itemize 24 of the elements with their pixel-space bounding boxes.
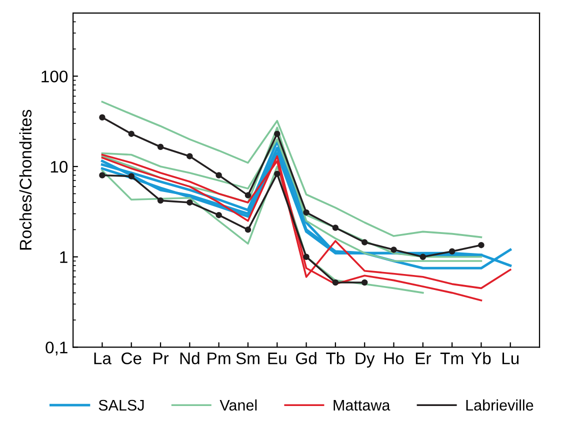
x-tick-label: La <box>94 352 112 364</box>
x-tick-label: Ho <box>384 352 404 364</box>
legend-label: Labrieville <box>466 399 534 411</box>
y-tick-label: 0,1 <box>46 342 68 356</box>
x-tick-label: Tm <box>440 352 463 364</box>
y-axis-title: Roches/Chondrites <box>19 110 32 250</box>
x-tick-label: Dy <box>356 352 375 368</box>
x-tick-label: Yb <box>471 352 491 364</box>
y-tick-label: 10 <box>50 160 68 173</box>
y-tick-label: 100 <box>42 70 68 82</box>
legend-label: SALSJ <box>98 400 144 411</box>
y-tick-label: 1 <box>60 251 68 263</box>
legend-label: Mattawa <box>334 400 390 411</box>
x-tick-label: Ce <box>122 352 142 364</box>
x-tick-label: Er <box>416 352 431 364</box>
x-tick-label: Pm <box>208 352 230 364</box>
x-tick-label: Nd <box>180 352 200 364</box>
x-tick-label: Sm <box>236 352 260 364</box>
legend-label: Vanel <box>220 399 257 411</box>
x-tick-label: Lu <box>502 352 519 364</box>
x-tick-label: Gd <box>296 352 316 364</box>
x-tick-label: Tb <box>326 352 344 364</box>
x-tick-label: Pr <box>154 352 169 364</box>
x-tick-label: Eu <box>268 352 286 364</box>
